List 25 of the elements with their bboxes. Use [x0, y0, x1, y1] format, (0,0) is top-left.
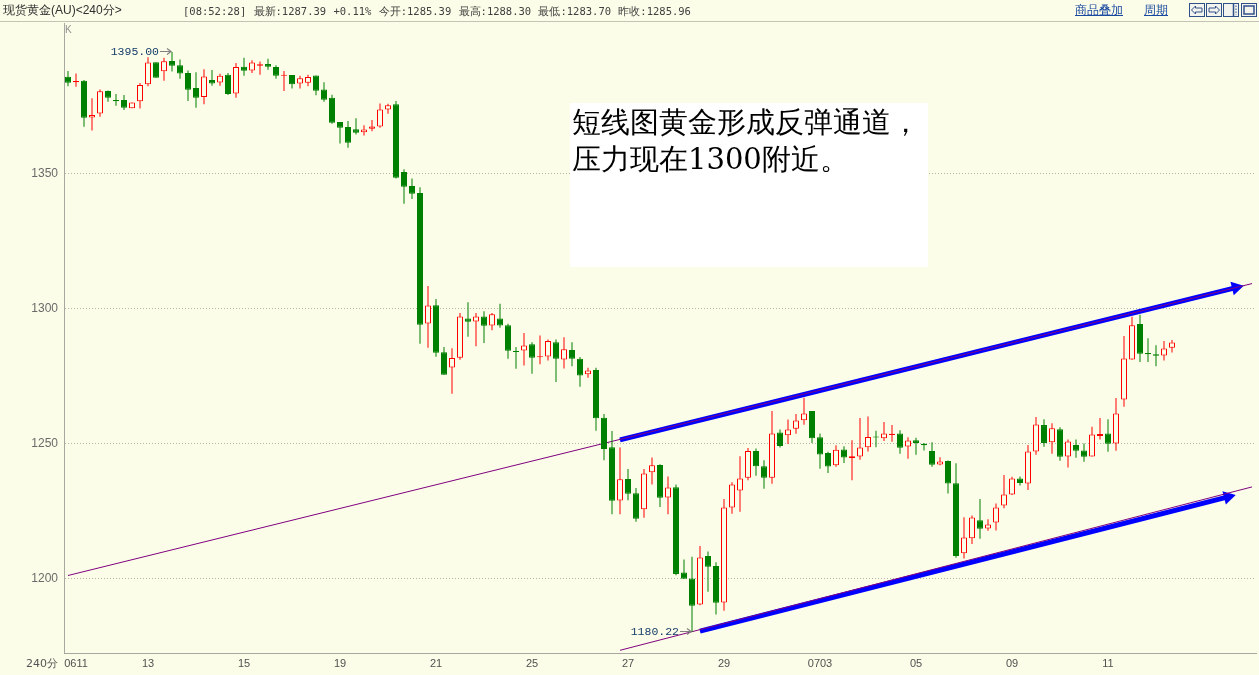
- y-tick-label: 1250: [31, 435, 59, 450]
- x-tick-label: 0611: [64, 656, 88, 669]
- x-tick-label: 19: [333, 656, 347, 669]
- x-tick-label: 05: [909, 656, 923, 669]
- text: 周期: [1144, 3, 1168, 18]
- y-tick-label: 1300: [31, 300, 59, 315]
- x-tick-label: 11: [1102, 656, 1114, 669]
- x-tick-label: 29: [717, 656, 731, 669]
- x-axis-title: 240分: [26, 657, 58, 671]
- chart-subtitle: [08:52:28] 最新:1287.39 +0.11% 今开:1285.39 最高:1288.30 最低:1283.70 昨收:1285.96: [183, 4, 691, 18]
- x-tick-label: 0703: [807, 656, 833, 669]
- annotation: 1395.00: [110, 44, 159, 58]
- annotation: K: [65, 24, 72, 36]
- chart-title: 现货黄金(AU)<240分>: [3, 3, 122, 18]
- x-tick-label: 27: [621, 656, 635, 669]
- x-tick-label: 09: [1005, 656, 1019, 669]
- annotation: 短线图黄金形成反弹通道，压力现在1300附近。: [572, 104, 921, 178]
- annotation: 1180.22: [630, 624, 679, 638]
- y-tick-label: 1350: [31, 165, 59, 180]
- x-tick-label: 15: [237, 656, 251, 669]
- x-tick-label: 25: [525, 656, 539, 669]
- y-tick-label: 1200: [31, 570, 59, 585]
- x-tick-label: 21: [429, 656, 443, 669]
- x-tick-label: 13: [141, 656, 155, 669]
- text: 商品叠加: [1075, 3, 1123, 18]
